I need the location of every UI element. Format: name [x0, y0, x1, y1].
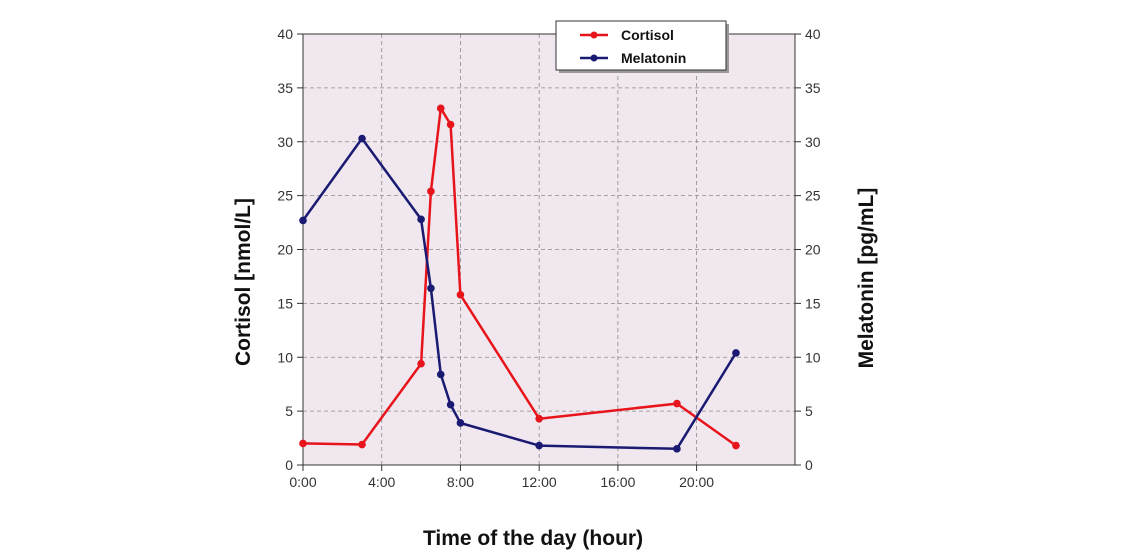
y-left-tick-label: 15: [277, 295, 293, 311]
series-line-melatonin: [301, 137, 738, 451]
data-point-cortisol: [446, 120, 455, 129]
y-right-tick-label: 5: [805, 403, 813, 419]
x-tick-label: 4:00: [368, 474, 395, 490]
x-axis-title: Time of the day (hour): [423, 527, 643, 550]
y-left-tick-label: 20: [277, 242, 293, 258]
x-tick-label: 8:00: [447, 474, 474, 490]
data-point-cortisol: [299, 439, 307, 448]
y-axis-right: 0 5 10 15 20 25 30 35 40: [795, 26, 821, 473]
y-left-tick-label: 25: [277, 188, 293, 204]
legend-box: [555, 20, 727, 71]
y-right-tick-label: 25: [805, 188, 821, 204]
y-right-tick-label: 35: [805, 80, 821, 96]
y-axis-left-title: Cortisol [nmol/L]: [232, 198, 255, 366]
series-layer: [299, 104, 740, 453]
data-point-cortisol: [417, 359, 425, 368]
series-melatonin: [299, 134, 740, 453]
y-left-tick-label: 10: [277, 349, 293, 365]
data-point-melatonin: [673, 445, 681, 453]
y-left-tick-label: 40: [277, 26, 293, 42]
data-point-melatonin: [299, 216, 307, 225]
data-point-melatonin: [417, 215, 425, 224]
x-axis: 0:00 4:00 8:00 12:00 16:00 20:00: [289, 465, 714, 490]
data-point-cortisol: [456, 290, 465, 299]
data-point-melatonin: [427, 284, 435, 293]
x-tick-label: 0:00: [289, 474, 316, 490]
y-axis-right-title: Melatonin [pg/mL]: [855, 188, 878, 369]
grid-lines: [303, 34, 795, 465]
legend-marker-melatonin: [590, 54, 598, 62]
data-point-cortisol: [673, 399, 681, 408]
y-left-tick-label: 0: [285, 457, 293, 473]
y-left-tick-label: 30: [277, 134, 293, 150]
series-line-cortisol: [302, 107, 737, 447]
y-left-tick-label: 5: [285, 403, 293, 419]
data-point-cortisol: [436, 104, 445, 113]
data-point-melatonin: [446, 400, 455, 409]
x-tick-label: 12:00: [522, 474, 557, 490]
data-point-cortisol: [427, 187, 435, 196]
data-point-melatonin: [456, 419, 465, 427]
y-right-tick-label: 15: [805, 295, 821, 311]
y-right-tick-label: 30: [805, 134, 821, 150]
data-point-cortisol: [535, 414, 543, 423]
legend-label-melatonin: Melatonin: [621, 50, 686, 66]
y-right-tick-label: 20: [805, 242, 821, 258]
y-right-tick-label: 40: [805, 26, 821, 42]
x-tick-label: 16:00: [600, 474, 635, 490]
data-point-cortisol: [732, 441, 740, 450]
y-right-tick-label: 0: [805, 457, 813, 473]
data-point-melatonin: [436, 370, 445, 379]
y-right-tick-label: 10: [805, 349, 821, 365]
legend-marker-cortisol: [590, 31, 598, 39]
data-point-melatonin: [358, 134, 366, 143]
x-tick-label: 20:00: [679, 474, 714, 490]
data-point-melatonin: [732, 349, 740, 357]
legend-label-cortisol: Cortisol: [621, 27, 674, 43]
series-cortisol: [299, 104, 740, 450]
y-left-tick-label: 35: [277, 80, 293, 96]
legend: Cortisol Melatonin: [555, 20, 729, 73]
data-point-cortisol: [358, 440, 366, 449]
data-point-melatonin: [535, 441, 543, 450]
y-axis-left: 0 5 10 15 20 25 30 35 40: [277, 26, 303, 473]
